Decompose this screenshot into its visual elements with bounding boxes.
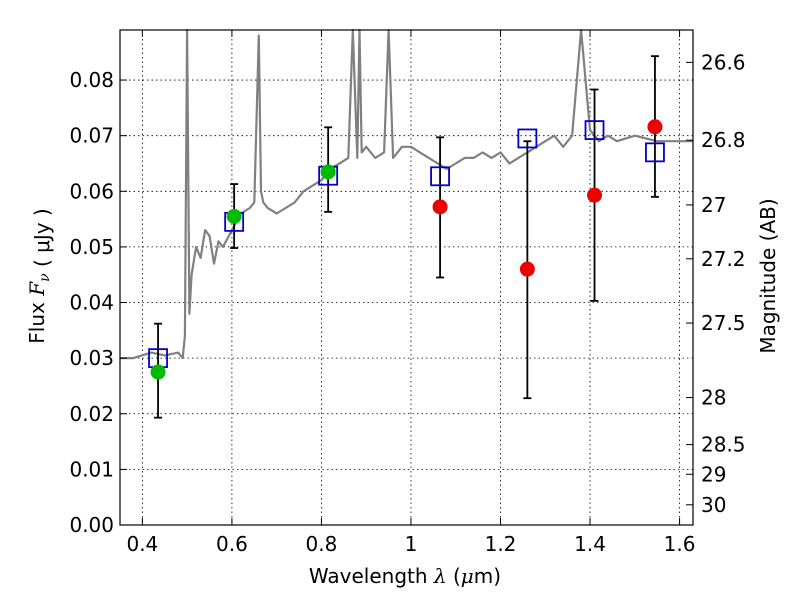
model-square-marker bbox=[517, 128, 538, 149]
y-axis-unit: ( μJy ) bbox=[30, 208, 54, 267]
y-tick-label: 0.00 bbox=[69, 513, 114, 537]
y-tick-label: 0.04 bbox=[69, 291, 114, 315]
x-tick-label: 0.8 bbox=[306, 532, 338, 556]
green-data-point bbox=[320, 164, 336, 180]
x-tick-label: 0.6 bbox=[216, 532, 248, 556]
green-data-point bbox=[150, 364, 166, 380]
y-tick-label: 0.03 bbox=[69, 346, 114, 370]
y-axis-symbol: F bbox=[25, 281, 49, 297]
errorbar-layer bbox=[154, 55, 659, 419]
magnitude-tick-label: 26.8 bbox=[701, 128, 746, 152]
x-axis-unit-close: m) bbox=[474, 564, 501, 588]
y-tick-label: 0.02 bbox=[69, 402, 114, 426]
x-tick-label: 0.4 bbox=[126, 532, 158, 556]
magnitude-tick-label: 29 bbox=[701, 462, 726, 486]
magnitude-tick-label: 27 bbox=[701, 193, 726, 217]
grid-lines bbox=[120, 30, 693, 525]
y-axis-symbol-sub: ν bbox=[37, 273, 53, 282]
magnitude-tick-label: 30 bbox=[701, 493, 726, 517]
model-square-marker bbox=[645, 142, 665, 163]
magnitude-tick-label: 28.5 bbox=[701, 433, 746, 457]
y-tick-label: 0.06 bbox=[69, 179, 114, 203]
x-axis-symbol: λ bbox=[433, 564, 447, 588]
x-axis-label-text: Wavelength bbox=[309, 564, 428, 588]
y-tick-label: 0.08 bbox=[69, 68, 114, 92]
spectrum-series bbox=[120, 28, 693, 360]
magnitude-tick-label: 28 bbox=[701, 386, 726, 410]
magnitude-tick-label: 26.6 bbox=[701, 50, 746, 74]
y-axis-label: Flux Fν ( μJy ) bbox=[25, 208, 54, 343]
magnitude-tick-label: 27.5 bbox=[701, 311, 746, 335]
model-points-layer bbox=[148, 120, 665, 369]
green-data-point bbox=[226, 208, 242, 224]
model-square-marker bbox=[584, 120, 605, 141]
y-tick-label: 0.07 bbox=[69, 124, 114, 148]
magnitude-tick-label: 27.2 bbox=[701, 247, 746, 271]
y-tick-label: 0.01 bbox=[69, 457, 114, 481]
red-data-point bbox=[587, 187, 603, 203]
magnitude-axis-label: Magnitude (AB) bbox=[756, 198, 780, 353]
red-data-point bbox=[519, 261, 535, 277]
x-tick-label: 1.4 bbox=[574, 532, 606, 556]
model-square-marker bbox=[430, 166, 450, 187]
red-data-point bbox=[647, 119, 663, 135]
red-data-point bbox=[432, 199, 448, 215]
x-axis-unit-mu: μ bbox=[461, 564, 474, 588]
observed-points-layer bbox=[150, 119, 663, 380]
tick-layer: 0.4 0.6 0.8 1 1.2 1.4 1.6 0.00 0.01 0.02 0.03 0.04 0… bbox=[69, 30, 746, 556]
plot-frame bbox=[119, 29, 694, 526]
x-tick-label: 1.6 bbox=[664, 532, 696, 556]
x-tick-label: 1.2 bbox=[485, 532, 517, 556]
x-tick-label: 1 bbox=[405, 532, 418, 556]
x-axis-unit-open: ( bbox=[453, 564, 461, 588]
x-axis-label: Wavelength λ (μm) bbox=[309, 564, 501, 588]
y-axis-label-text: Flux bbox=[25, 302, 49, 344]
y-tick-label: 0.05 bbox=[69, 235, 114, 259]
spectrum-line bbox=[120, 28, 693, 360]
